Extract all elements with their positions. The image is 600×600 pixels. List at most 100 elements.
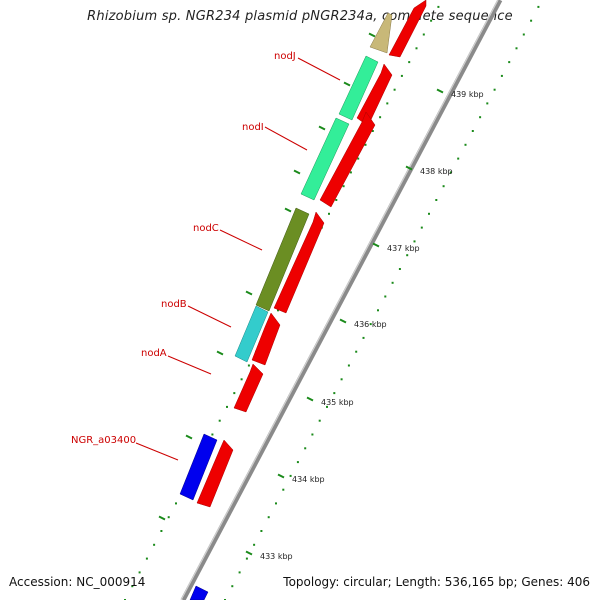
outer-tick-dot bbox=[457, 157, 460, 160]
gene-NGR_a03400 bbox=[179, 433, 218, 501]
inner-tick-dot bbox=[364, 143, 367, 146]
inner-tick-dot bbox=[153, 543, 156, 546]
outer-tick-dot bbox=[442, 185, 445, 188]
inner-tick-dot bbox=[175, 502, 177, 505]
kbp-tick-mark bbox=[372, 242, 380, 248]
outer-tick-dot bbox=[304, 447, 307, 450]
outer-tick-dot bbox=[508, 61, 511, 64]
inner-tick-dot bbox=[437, 5, 440, 8]
gene-nodJ bbox=[338, 55, 379, 121]
kbp-tick-label: 435 kbp bbox=[321, 398, 354, 407]
outer-tick-dot bbox=[253, 543, 256, 546]
inner-tick-dot bbox=[357, 157, 360, 160]
inner-tick-dash bbox=[216, 350, 224, 356]
inner-tick-dot bbox=[138, 571, 141, 574]
inner-tick-dash bbox=[284, 207, 292, 213]
label-line-nodC bbox=[219, 229, 263, 251]
kbp-tick-label: 437 kbp bbox=[387, 244, 420, 253]
inner-tick-dot bbox=[211, 433, 214, 436]
outer-tick-dot bbox=[464, 143, 467, 146]
inner-tick-dash bbox=[318, 125, 326, 131]
kbp-tick-label: 439 kbp bbox=[451, 90, 484, 99]
outer-tick-dot bbox=[282, 488, 285, 491]
inner-tick-dot bbox=[247, 364, 250, 367]
inner-tick-dash bbox=[343, 81, 351, 87]
outer-tick-dot bbox=[413, 240, 416, 243]
gene-nodB bbox=[234, 305, 269, 363]
outer-tick-track bbox=[224, 5, 540, 600]
outer-tick-dot bbox=[449, 171, 452, 174]
gene-label-nodI: nodI bbox=[242, 122, 264, 133]
inner-tick-dot bbox=[131, 585, 134, 588]
inner-tick-dot bbox=[277, 309, 279, 312]
inner-tick-dash bbox=[368, 32, 376, 38]
inner-tick-dot bbox=[408, 61, 411, 64]
outer-tick-dot bbox=[493, 88, 496, 91]
kbp-tick-label: 434 kbp bbox=[292, 475, 325, 484]
inner-tick-dot bbox=[145, 557, 148, 560]
kbp-tick-mark bbox=[245, 550, 253, 556]
outer-tick-dot bbox=[355, 350, 358, 353]
inner-tick-dot bbox=[160, 530, 163, 532]
outer-tick-dot bbox=[362, 336, 365, 339]
outer-tick-dot bbox=[500, 74, 503, 77]
outer-tick-dot bbox=[537, 5, 540, 8]
outer-tick-dot bbox=[471, 130, 474, 132]
red-feature-arrow bbox=[233, 363, 264, 413]
inner-tick-dot bbox=[240, 378, 243, 381]
bottom-gene-block bbox=[189, 585, 209, 600]
kbp-tick-mark bbox=[277, 473, 285, 479]
kbp-tick-label: 433 kbp bbox=[260, 552, 293, 561]
label-line-nodB bbox=[187, 305, 232, 328]
inner-tick-dot bbox=[335, 199, 338, 201]
outer-tick-dot bbox=[326, 405, 328, 408]
inner-tick-dot bbox=[218, 419, 221, 422]
outer-tick-dot bbox=[318, 419, 321, 422]
outer-tick-dot bbox=[377, 309, 379, 312]
outer-tick-dot bbox=[245, 557, 248, 560]
outer-tick-dot bbox=[406, 254, 409, 257]
outer-tick-dot bbox=[231, 585, 234, 588]
inner-tick-dot bbox=[349, 171, 352, 174]
kbp-tick-mark bbox=[339, 318, 347, 324]
red-feature-arrow bbox=[319, 111, 376, 208]
outer-tick-dot bbox=[486, 102, 489, 105]
gene-label-nodJ: nodJ bbox=[274, 51, 296, 62]
kbp-tick-label: 438 kbp bbox=[420, 167, 453, 176]
backbone-highlight bbox=[180, 0, 499, 600]
top-gene-block bbox=[369, 12, 393, 54]
label-line-NGR_a03400 bbox=[135, 442, 179, 461]
inner-tick-dash bbox=[185, 434, 193, 440]
inner-tick-dot bbox=[342, 185, 345, 188]
gene-nodC bbox=[255, 207, 310, 312]
outer-tick-dot bbox=[522, 33, 525, 36]
label-line-nodI bbox=[264, 126, 308, 151]
kbp-tick-mark bbox=[306, 396, 314, 402]
red-feature-arrow bbox=[196, 439, 234, 508]
outer-tick-dot bbox=[238, 571, 241, 574]
inner-tick-dash bbox=[293, 169, 301, 175]
outer-tick-dot bbox=[420, 226, 423, 229]
red-feature-arrow bbox=[388, 0, 427, 58]
gene-label-NGR_a03400: NGR_a03400 bbox=[71, 435, 136, 446]
outer-tick-dot bbox=[311, 433, 314, 436]
gene-label-nodB: nodB bbox=[161, 299, 187, 310]
outer-tick-dot bbox=[333, 392, 336, 395]
outer-tick-dot bbox=[479, 116, 482, 119]
inner-tick-dot bbox=[422, 33, 425, 36]
red-feature-arrow bbox=[273, 211, 325, 314]
outer-tick-dot bbox=[391, 281, 394, 284]
gene-label-nodA: nodA bbox=[141, 348, 167, 359]
outer-tick-dot bbox=[515, 47, 518, 50]
outer-tick-dot bbox=[340, 378, 343, 381]
inner-tick-dot bbox=[415, 47, 418, 50]
outer-tick-dot bbox=[296, 461, 299, 464]
outer-tick-dot bbox=[384, 295, 387, 298]
inner-tick-dot bbox=[393, 88, 396, 91]
inner-tick-dot bbox=[430, 19, 433, 22]
outer-tick-dot bbox=[530, 19, 533, 22]
inner-tick-dash bbox=[158, 515, 166, 521]
outer-tick-dot bbox=[369, 323, 372, 326]
